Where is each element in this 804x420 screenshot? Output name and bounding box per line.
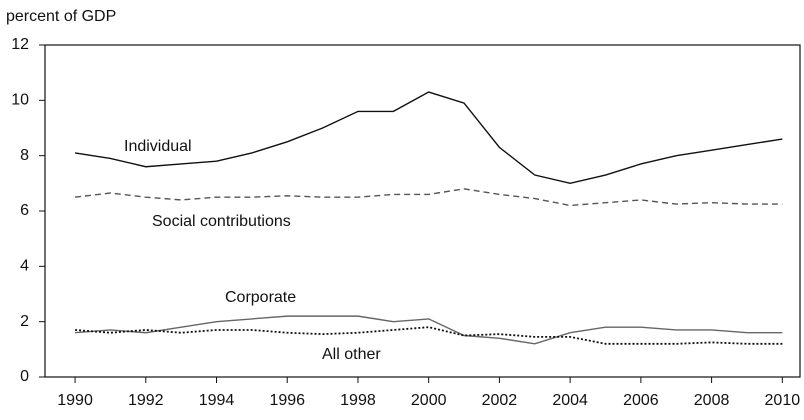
x-tick-label: 1994 (199, 392, 235, 409)
x-tick-label: 1996 (269, 392, 305, 409)
y-tick-label: 6 (20, 202, 29, 219)
x-tick-label: 2002 (482, 392, 518, 409)
y-tick-label: 10 (11, 92, 29, 109)
series-label: Corporate (225, 289, 296, 306)
y-tick-label: 12 (11, 36, 29, 53)
series-label: All other (322, 346, 381, 363)
series-label: Social contributions (152, 213, 291, 230)
y-tick-label: 2 (20, 313, 29, 330)
x-tick-label: 1992 (128, 392, 164, 409)
series-line (74, 188, 783, 207)
x-tick-label: 2004 (552, 392, 588, 409)
series-line (75, 315, 783, 345)
x-tick-label: 2008 (694, 392, 730, 409)
y-tick-label: 4 (20, 258, 29, 275)
x-tick-label: 1998 (340, 392, 376, 409)
x-tick-label: 1990 (57, 392, 93, 409)
x-tick-label: 2000 (411, 392, 447, 409)
x-tick-label: 2006 (623, 392, 659, 409)
y-tick-label: 8 (20, 147, 29, 164)
y-axis-label: percent of GDP (6, 8, 116, 25)
y-tick-label: 0 (20, 368, 29, 385)
x-tick-label: 2010 (765, 392, 801, 409)
series-label: Individual (124, 138, 192, 155)
series-line (74, 91, 783, 185)
